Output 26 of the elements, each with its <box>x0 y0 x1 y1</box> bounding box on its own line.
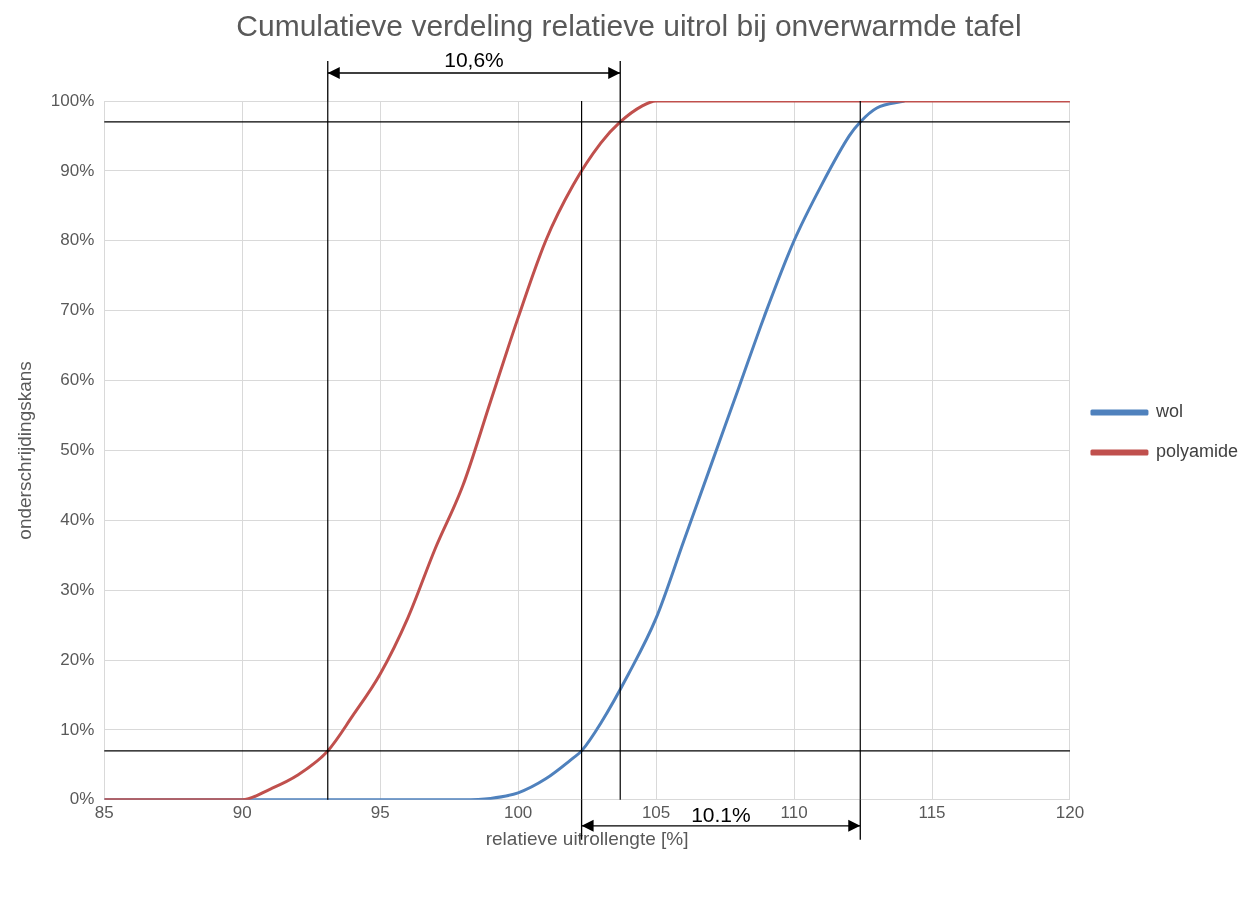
y-tick-label: 60% <box>60 370 95 390</box>
x-tick-label: 120 <box>1055 802 1085 822</box>
x-tick-label: 100 <box>503 802 533 822</box>
x-tick-label: 90 <box>232 802 252 822</box>
y-tick-label: 100% <box>50 90 95 110</box>
x-tick-label: 115 <box>918 802 946 822</box>
legend-label: polyamide <box>1155 441 1238 462</box>
x-tick-label: 95 <box>370 802 390 822</box>
y-tick-label: 0% <box>69 789 95 809</box>
y-tick-label: 50% <box>60 440 95 460</box>
y-tick-label: 20% <box>60 649 95 669</box>
y-tick-label: 70% <box>60 300 95 320</box>
x-tick-label: 85 <box>94 802 114 822</box>
x-axis-title: relatieve uitrollengte [%] <box>485 827 689 849</box>
text: 10.1% <box>691 802 751 826</box>
y-tick-label: 90% <box>60 160 95 180</box>
y-axis-title: onderschrijdingskans <box>13 361 35 540</box>
y-tick-label: 30% <box>60 579 95 599</box>
text: 10,6% <box>444 48 504 71</box>
y-tick-label: 80% <box>60 230 95 250</box>
x-tick-label: 110 <box>780 802 808 822</box>
x-tick-label: 105 <box>641 802 671 822</box>
chart-title: Cumulatieve verdeling relatieve uitrol bij onverwarmde tafel <box>236 9 1022 43</box>
y-tick-label: 10% <box>60 719 95 739</box>
legend-label: wol <box>1154 401 1183 422</box>
y-tick-label: 40% <box>60 509 95 529</box>
